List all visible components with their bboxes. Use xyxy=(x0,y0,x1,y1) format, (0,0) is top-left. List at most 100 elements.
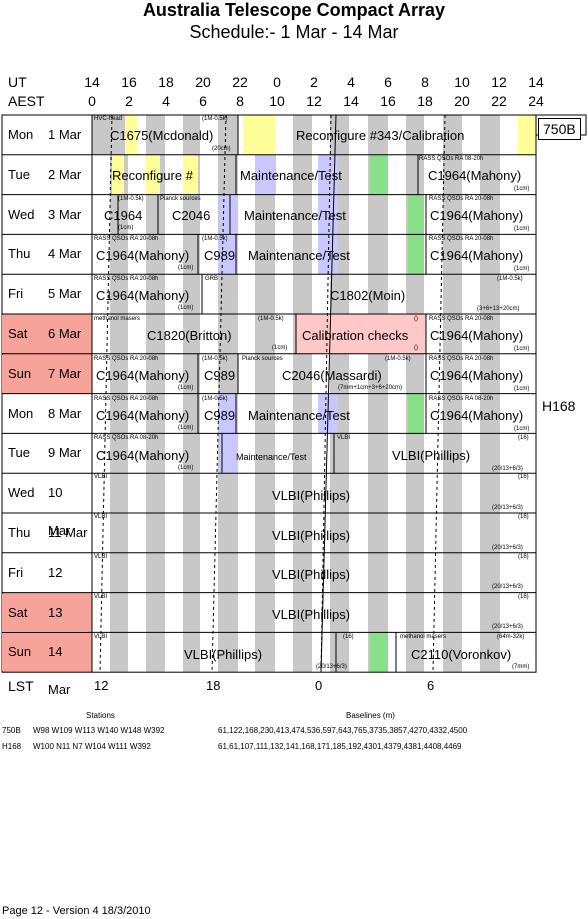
note: (1cm) xyxy=(514,426,530,432)
page-title: Australia Telescope Compact Array xyxy=(142,0,446,20)
shade-band xyxy=(110,592,128,633)
block: C2046 xyxy=(172,208,211,223)
shade-band xyxy=(146,632,165,673)
shade-band xyxy=(293,115,312,155)
block: C2110(Voronkov) xyxy=(411,647,512,662)
day-date: 5 Mar xyxy=(48,286,82,302)
lst-tick: 0 xyxy=(315,678,323,693)
shade-band xyxy=(368,592,388,633)
block: C1964(Mahony) xyxy=(428,168,522,183)
highlight-band xyxy=(220,433,238,474)
note: (1cm) xyxy=(178,465,194,471)
day-name: Mon xyxy=(8,127,34,142)
shade-band xyxy=(330,632,349,673)
note: (1cm) xyxy=(514,186,530,192)
shade-band xyxy=(110,513,128,553)
block: C1675(Mcdonald) xyxy=(110,128,214,143)
note: RASS QSOs RA 20-08h xyxy=(429,316,494,322)
shade-band xyxy=(406,632,424,673)
block: Maintenance/Test xyxy=(240,168,342,183)
shade-band xyxy=(110,552,128,593)
day-label: Mon 8 Mar xyxy=(2,395,88,433)
shade-band xyxy=(218,115,238,155)
shade-band xyxy=(255,353,275,394)
shade-band xyxy=(146,234,165,275)
aest-tick: 22 xyxy=(491,93,507,109)
highlight-band xyxy=(92,115,112,155)
shade-band xyxy=(110,274,128,314)
shade-band xyxy=(255,274,275,314)
highlight-band xyxy=(408,234,424,275)
shade-band xyxy=(110,314,128,354)
shade-band xyxy=(183,552,200,593)
shade-band xyxy=(293,552,312,593)
note: (1M-0.5k) xyxy=(385,356,411,362)
aest-tick: 0 xyxy=(88,93,96,109)
day-name: Tue xyxy=(8,166,30,182)
day-name: Wed xyxy=(8,485,35,501)
aest-tick: 10 xyxy=(269,93,285,109)
shade-band xyxy=(183,234,200,275)
day-label: Fri 5 Mar xyxy=(2,275,88,313)
shade-band xyxy=(330,274,349,314)
note: RASS QSOs RA 20-08h xyxy=(94,396,159,402)
highlight-band xyxy=(243,115,257,155)
shade-band xyxy=(293,433,312,474)
day-name: Sat xyxy=(8,326,28,341)
note: (7mm+1cm+3+6+20cm) xyxy=(338,385,403,391)
ut-label: UT xyxy=(8,74,27,90)
block: C989 xyxy=(204,408,236,423)
shade-band xyxy=(368,473,388,513)
day-label: Sat 6 Mar xyxy=(2,315,88,353)
day-name: Sun xyxy=(8,365,32,381)
block: Reconfigure # xyxy=(112,168,193,183)
day-label: Sun 7 Mar xyxy=(2,354,88,393)
day-date: 8 Mar xyxy=(48,405,82,421)
ut-tick: 14 xyxy=(84,74,100,90)
shade-band xyxy=(255,314,275,354)
config-h168: H168 xyxy=(542,398,576,414)
shade-band xyxy=(406,274,424,314)
shade-band xyxy=(368,353,388,394)
block: C1964(Mahony) xyxy=(96,368,190,383)
note: methanol masers xyxy=(94,316,141,322)
highlight-band xyxy=(370,154,388,195)
shade-band xyxy=(480,433,500,474)
day-name: Thu xyxy=(8,525,31,540)
shade-band xyxy=(183,115,200,155)
shade-band xyxy=(368,194,388,235)
shade-band xyxy=(330,473,349,513)
highlight-band xyxy=(296,314,426,354)
shade-band xyxy=(293,473,312,513)
shade-band xyxy=(218,552,238,593)
shade-band xyxy=(255,433,275,474)
day-date: 6 Mar xyxy=(48,326,82,341)
shade-band xyxy=(443,592,462,633)
note: (20/13+6/3) xyxy=(492,584,523,590)
shade-band xyxy=(330,592,349,633)
shade-band xyxy=(218,632,238,673)
stations-header: Stations xyxy=(86,711,115,720)
lst-line xyxy=(320,114,332,673)
highlight-band xyxy=(318,154,338,195)
shade-band xyxy=(255,632,275,673)
day-date: 14 Mar xyxy=(48,644,71,698)
highlight-band xyxy=(257,115,275,155)
shade-band xyxy=(480,314,500,354)
shade-band xyxy=(443,513,462,553)
day-date: 7 Mar xyxy=(48,365,82,381)
day-label: Thu 11 Mar xyxy=(2,514,88,552)
aest-tick: 4 xyxy=(162,93,170,109)
shade-band xyxy=(480,473,500,513)
aest-tick: 8 xyxy=(236,93,244,109)
shade-band xyxy=(368,552,388,593)
shade-band xyxy=(480,194,500,235)
day-date: 1 Mar xyxy=(48,127,82,142)
block: C1820(Britton) xyxy=(147,328,232,343)
ut-tick: 2 xyxy=(310,74,318,90)
day-date: 2 Mar xyxy=(48,166,82,182)
shade-band xyxy=(146,274,165,314)
shade-band xyxy=(146,513,165,553)
config-750b: 750B xyxy=(538,118,581,140)
shade-band xyxy=(146,353,165,394)
